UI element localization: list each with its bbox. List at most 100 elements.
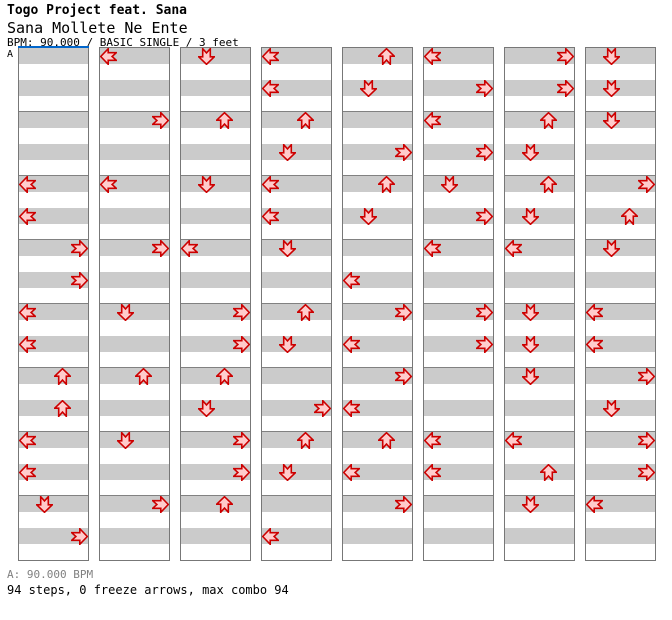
step-arrow-left-icon <box>262 175 279 193</box>
step-arrow-up-icon <box>216 111 233 129</box>
step-arrow-left-icon <box>505 431 522 449</box>
step-arrow-right-icon <box>395 303 412 321</box>
measure-separator-line <box>505 111 574 112</box>
step-arrow-left-icon <box>343 463 360 481</box>
step-arrow-down-icon <box>522 207 539 225</box>
step-chart-column-8 <box>585 47 656 561</box>
step-arrow-left-icon <box>424 47 441 65</box>
measure-separator-line <box>343 111 412 112</box>
step-arrow-right-icon <box>395 143 412 161</box>
step-arrow-left-icon <box>343 399 360 417</box>
measure-separator-line <box>19 367 88 368</box>
step-arrow-left-icon <box>424 431 441 449</box>
measure-separator-line <box>262 367 331 368</box>
step-arrow-left-icon <box>586 495 603 513</box>
step-arrow-down-icon <box>603 47 620 65</box>
step-arrow-right-icon <box>638 367 655 385</box>
step-arrow-left-icon <box>586 303 603 321</box>
step-arrow-right-icon <box>476 79 493 97</box>
step-arrow-right-icon <box>71 271 88 289</box>
measure-separator-line <box>19 239 88 240</box>
step-arrow-left-icon <box>262 527 279 545</box>
step-arrow-up-icon <box>135 367 152 385</box>
step-chart-column-4 <box>261 47 332 561</box>
measure-separator-line <box>586 431 655 432</box>
step-chart-column-7 <box>504 47 575 561</box>
song-title: Sana Mollete Ne Ente <box>7 19 188 37</box>
measure-separator-line <box>505 303 574 304</box>
step-arrow-down-icon <box>117 303 134 321</box>
step-chart-column-5 <box>342 47 413 561</box>
step-arrow-up-icon <box>378 47 395 65</box>
measure-separator-line <box>181 367 250 368</box>
step-chart-column-1 <box>18 47 89 561</box>
step-arrow-down-icon <box>360 207 377 225</box>
step-arrow-up-icon <box>297 431 314 449</box>
step-arrow-right-icon <box>233 303 250 321</box>
step-arrow-up-icon <box>297 111 314 129</box>
step-chart-column-3 <box>180 47 251 561</box>
step-arrow-right-icon <box>71 527 88 545</box>
step-arrow-right-icon <box>152 239 169 257</box>
step-arrow-right-icon <box>476 303 493 321</box>
step-arrow-down-icon <box>198 47 215 65</box>
measure-separator-line <box>505 175 574 176</box>
measure-separator-line <box>586 175 655 176</box>
measure-separator-line <box>181 175 250 176</box>
step-arrow-right-icon <box>71 239 88 257</box>
measure-separator-line <box>586 303 655 304</box>
measure-separator-line <box>262 303 331 304</box>
measure-separator-line <box>343 431 412 432</box>
step-arrow-up-icon <box>540 111 557 129</box>
measure-separator-line <box>505 431 574 432</box>
bpm-segment-label: A <box>7 49 14 60</box>
step-arrow-right-icon <box>557 79 574 97</box>
step-arrow-left-icon <box>19 303 36 321</box>
measure-separator-line <box>586 239 655 240</box>
step-arrow-up-icon <box>378 431 395 449</box>
step-arrow-right-icon <box>476 143 493 161</box>
step-arrow-down-icon <box>441 175 458 193</box>
step-arrow-left-icon <box>19 207 36 225</box>
step-arrow-left-icon <box>262 47 279 65</box>
step-arrow-left-icon <box>19 335 36 353</box>
step-arrow-down-icon <box>522 335 539 353</box>
measure-separator-line <box>262 111 331 112</box>
measure-separator-line <box>424 431 493 432</box>
step-chart-column-6 <box>423 47 494 561</box>
measure-separator-line <box>505 239 574 240</box>
step-arrow-up-icon <box>297 303 314 321</box>
measure-separator-line <box>19 111 88 112</box>
step-arrow-down-icon <box>279 143 296 161</box>
measure-separator-line <box>424 111 493 112</box>
step-arrow-left-icon <box>424 239 441 257</box>
step-chart-column-2 <box>99 47 170 561</box>
step-arrow-down-icon <box>603 79 620 97</box>
song-info-line: BPM: 90.000 / BASIC SINGLE / 3 feet <box>7 36 239 49</box>
step-arrow-right-icon <box>638 431 655 449</box>
step-arrow-down-icon <box>522 303 539 321</box>
step-arrow-left-icon <box>19 175 36 193</box>
step-arrow-up-icon <box>540 463 557 481</box>
measure-separator-line <box>100 239 169 240</box>
step-arrow-left-icon <box>262 207 279 225</box>
measure-separator-line <box>343 495 412 496</box>
step-arrow-right-icon <box>314 399 331 417</box>
step-arrow-left-icon <box>343 335 360 353</box>
step-arrow-down-icon <box>279 239 296 257</box>
step-arrow-right-icon <box>152 495 169 513</box>
measure-separator-line <box>262 495 331 496</box>
step-arrow-up-icon <box>621 207 638 225</box>
step-arrow-down-icon <box>279 335 296 353</box>
step-arrow-left-icon <box>19 431 36 449</box>
footer-step-summary: 94 steps, 0 freeze arrows, max combo 94 <box>7 583 289 597</box>
measure-separator-line <box>100 175 169 176</box>
step-arrow-left-icon <box>181 239 198 257</box>
step-arrow-down-icon <box>603 111 620 129</box>
step-arrow-right-icon <box>476 335 493 353</box>
step-arrow-left-icon <box>19 463 36 481</box>
step-arrow-down-icon <box>522 495 539 513</box>
measure-separator-line <box>424 239 493 240</box>
measure-separator-line <box>100 303 169 304</box>
song-artist: Togo Project feat. Sana <box>7 3 188 18</box>
